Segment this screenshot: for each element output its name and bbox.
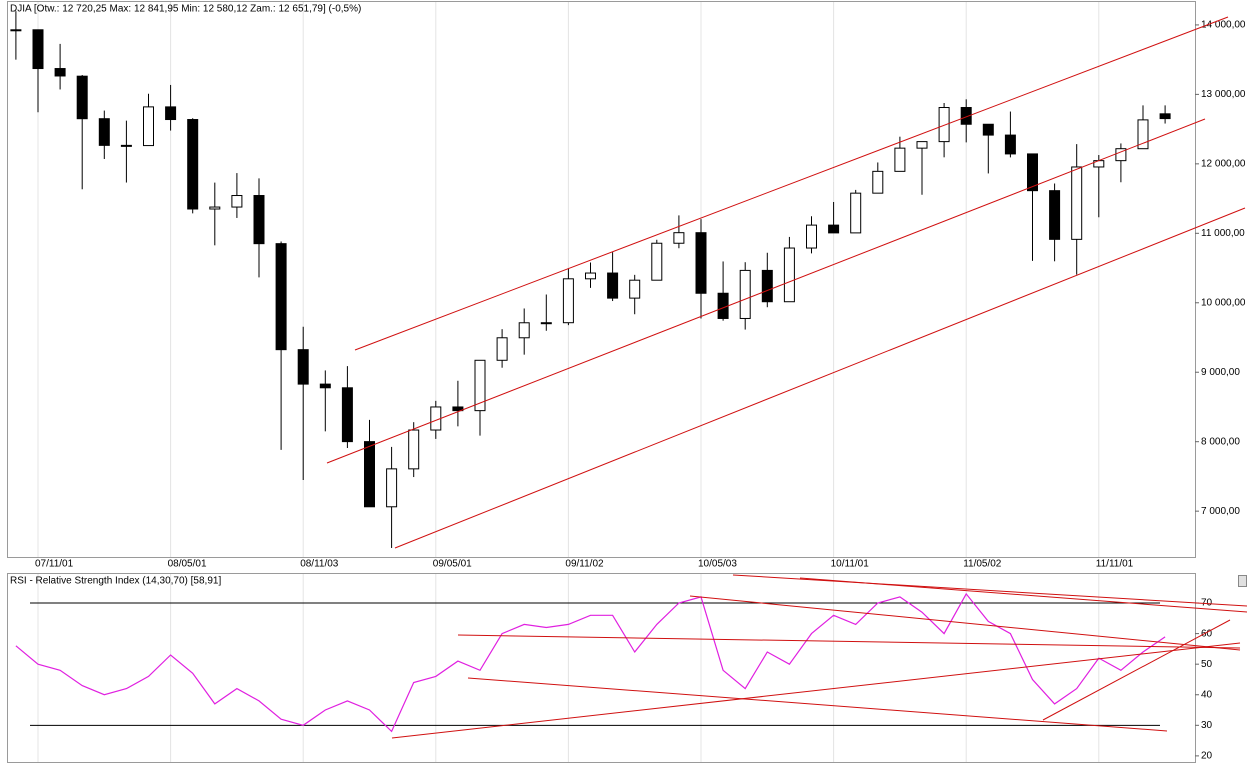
main-plot-frame [7,1,1196,558]
candle-body [231,195,243,208]
y-tick-label: 10 000,00 [1201,297,1246,308]
rsi-line [15,592,1166,733]
candle-body [209,206,221,210]
candle-body [474,359,486,412]
y-tick-label: 30 [1201,720,1213,731]
candle-body [297,349,309,385]
candle-body [1159,113,1171,120]
candle-body [982,123,994,136]
y-tick-label: 40 [1201,689,1213,700]
x-tick-label: 11/11/01 [1096,559,1134,570]
candle-body [1004,134,1016,155]
main-panel: 07/11/01 08/05/01 08/11/03 09/05/01 09/11/02… [10,2,1246,762]
trend-line [1042,619,1231,721]
candle-body [1071,166,1083,240]
candle-body [319,383,331,389]
y-tick-label: 20 [1201,751,1213,762]
trend-line [391,642,1241,739]
y-tick-label: 14 000,00 [1201,20,1246,31]
candle-body [938,107,950,143]
candle-body [717,292,729,319]
candle-body [98,118,110,146]
y-tick-label: 12 000,00 [1201,158,1246,169]
candle-body [1137,119,1149,150]
candle-body [540,322,552,325]
candle-body [850,192,862,234]
candle-body [673,232,685,244]
candle-body [607,272,619,299]
x-tick-label: 09/05/01 [433,559,472,570]
x-tick-label: 09/11/02 [565,559,604,570]
candle-body [629,279,641,299]
x-tick-label: 10/05/03 [698,559,737,570]
x-tick-label: 10/11/01 [831,559,870,570]
candle-body [10,29,22,32]
candle-body [894,147,906,172]
candle-body [452,406,464,412]
trend-line [354,16,1229,351]
candle-body [143,106,154,147]
y-tick-label: 9 000,00 [1201,367,1240,378]
rsi-panel: 203040506070 [15,592,1213,762]
candle-body [960,107,972,125]
trend-line [467,677,1168,732]
candle-body [1115,148,1127,162]
trend-line [457,634,1241,649]
y-tick-label: 13 000,00 [1201,89,1246,100]
candle-body [872,170,884,194]
candle-body [562,278,574,324]
x-tick-label: 08/11/03 [300,559,339,570]
y-tick-label: 7 000,00 [1201,506,1240,517]
candle-body [165,106,177,121]
candle-body [187,119,199,210]
candle-body [761,269,773,303]
candle-body [120,144,132,147]
candle-body [364,441,375,508]
x-tick-label: 08/05/01 [168,559,207,570]
scroll-button[interactable] [1238,575,1247,587]
trend-line [326,118,1206,464]
x-tick-label: 07/11/01 [35,559,74,570]
candle-body [695,232,707,294]
y-tick-label: 60 [1201,628,1213,639]
trend-line [732,574,1247,607]
candle-body [253,195,265,245]
y-tick-label: 50 [1201,659,1213,670]
trend-line [394,207,1246,549]
candle-body [54,68,66,77]
candle-body [1027,153,1038,192]
candle-body [32,29,44,70]
candle-body [783,247,795,303]
candle-body [518,322,530,339]
candle-body [585,272,596,280]
trend-lines [326,16,1247,739]
candle-body [408,429,420,470]
candle-body [739,269,751,319]
candle-body [1049,190,1061,240]
candle-body [806,224,817,249]
candle-body [651,242,663,281]
candle-body [828,224,840,234]
rsi-plot-frame [7,573,1196,763]
x-tick-label: 11/05/02 [963,559,1002,570]
candle-body [496,337,508,361]
y-tick-label: 8 000,00 [1201,436,1240,447]
candle-body [916,141,928,149]
trend-line [799,577,1247,613]
candle-body [76,75,88,120]
trend-line [689,595,1241,651]
chart-title: DJIA [Otw.: 12 720,25 Max: 12 841,95 Min… [10,4,361,15]
candle-body [275,243,287,351]
candle-body [386,468,398,508]
rsi-title: RSI - Relative Strength Index (14,30,70)… [10,576,221,587]
candle-body [341,387,353,443]
y-tick-label: 11 000,00 [1201,228,1245,239]
